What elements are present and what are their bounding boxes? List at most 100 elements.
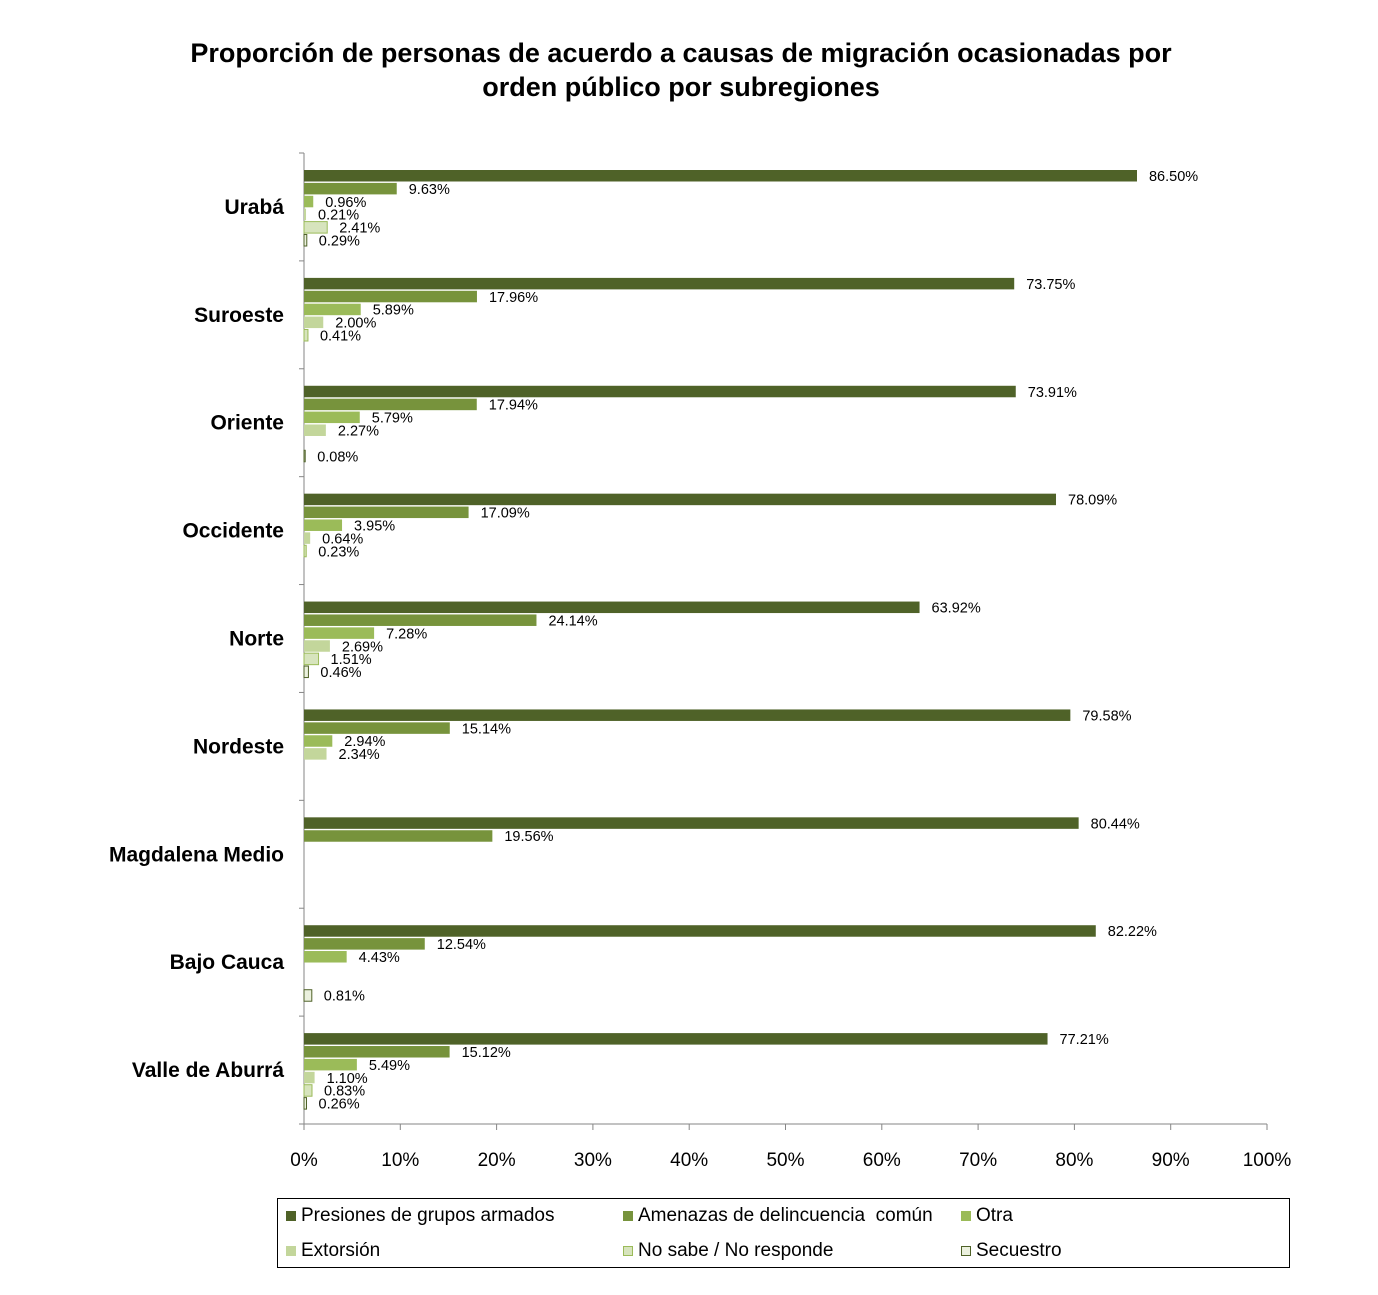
data-label: 17.96%: [489, 290, 538, 306]
data-label: 5.49%: [369, 1058, 410, 1074]
category-label: Norte: [229, 628, 284, 651]
legend-swatch: [961, 1246, 971, 1256]
data-label: 0.46%: [320, 665, 361, 681]
bar: [304, 722, 450, 734]
bar: [304, 411, 360, 424]
bar: [304, 303, 361, 316]
bar: [304, 398, 477, 411]
data-label: 78.09%: [1068, 493, 1117, 509]
chart-legend: Presiones de grupos armados Amenazas de d…: [277, 1198, 1290, 1268]
category-label: Magdalena Medio: [109, 843, 284, 866]
bar: [304, 627, 375, 639]
bar: [304, 290, 477, 303]
legend-swatch: [623, 1211, 633, 1221]
data-label: 5.79%: [372, 411, 413, 427]
category-label: Oriente: [210, 412, 284, 435]
chart-title-line-1: Proporción de personas de acuerdo a caus…: [190, 38, 1172, 68]
data-label: 0.21%: [318, 208, 359, 224]
legend-label: Presiones de grupos armados: [301, 1205, 555, 1226]
bar: [304, 519, 343, 531]
data-label: 0.64%: [322, 531, 363, 547]
category-label: Bajo Cauca: [170, 951, 285, 974]
data-label: 1.10%: [327, 1071, 368, 1087]
x-tick-label: 10%: [381, 1150, 419, 1171]
bar: [304, 1058, 357, 1071]
legend-label: Otra: [976, 1205, 1013, 1226]
bar: [304, 182, 397, 195]
data-label: 0.26%: [319, 1097, 360, 1113]
category-label: Valle de Aburrá: [132, 1059, 284, 1082]
category-label: Urabá: [224, 196, 284, 219]
bar: [304, 640, 330, 652]
bar: [303, 989, 313, 1002]
data-label: 19.56%: [504, 829, 553, 845]
data-label: 4.43%: [359, 950, 400, 966]
bar: [304, 1046, 450, 1058]
data-label: 0.29%: [319, 234, 360, 250]
data-label: 24.14%: [548, 613, 597, 629]
bar: [304, 951, 347, 963]
data-label: 1.51%: [331, 652, 372, 668]
bar: [304, 709, 1071, 721]
legend-swatch: [961, 1211, 971, 1221]
bar: [304, 817, 1079, 829]
bar-chart: Urabá Suroeste Oriente Occidente Norte Nordes…: [109, 152, 1291, 1171]
bar: [303, 234, 308, 247]
bar: [304, 506, 469, 519]
legend-label: No sabe / No responde: [638, 1240, 834, 1261]
bar: [304, 925, 1096, 937]
data-label: 15.12%: [462, 1045, 511, 1061]
data-label: 12.54%: [437, 937, 486, 953]
bar: [304, 277, 1015, 290]
x-tick-label: 50%: [766, 1150, 804, 1171]
data-label: 77.21%: [1060, 1032, 1109, 1048]
chart-title: Proporción de personas de acuerdo a caus…: [0, 36, 1362, 104]
bar: [304, 830, 493, 842]
bar: [304, 208, 307, 221]
bar: [304, 532, 311, 544]
legend-item: Extorsión: [286, 1240, 380, 1262]
category-label: Suroeste: [194, 304, 284, 327]
bar: [304, 601, 920, 614]
data-label: 86.50%: [1149, 169, 1198, 185]
bar: [304, 1071, 315, 1084]
data-label: 2.94%: [344, 734, 385, 750]
data-label: 63.92%: [932, 601, 981, 617]
bar: [303, 665, 309, 679]
bar: [303, 652, 320, 666]
legend-item: Amenazas de delincuencia común: [623, 1205, 933, 1227]
bar: [303, 328, 309, 342]
legend-swatch: [286, 1211, 296, 1221]
data-label: 80.44%: [1091, 816, 1140, 832]
data-label: 2.00%: [335, 316, 376, 332]
chart-title-line-2: orden público por subregiones: [482, 72, 880, 102]
data-label: 17.09%: [481, 506, 530, 522]
bar: [303, 1084, 313, 1097]
legend-swatch: [286, 1246, 296, 1256]
x-tick-label: 60%: [863, 1150, 901, 1171]
bar: [304, 316, 324, 329]
data-label: 82.22%: [1108, 924, 1157, 940]
data-label: 73.75%: [1026, 277, 1075, 293]
data-label: 0.81%: [324, 989, 365, 1005]
legend-label: Extorsión: [301, 1240, 381, 1261]
data-label: 2.69%: [342, 639, 383, 655]
bar: [303, 221, 328, 234]
category-label: Occidente: [182, 520, 284, 543]
data-label: 2.41%: [339, 221, 380, 237]
data-label: 0.96%: [325, 195, 366, 211]
legend-item: Presiones de grupos armados: [286, 1205, 554, 1227]
bar: [304, 424, 326, 436]
data-label: 3.95%: [354, 518, 395, 534]
data-label: 0.08%: [317, 449, 358, 465]
bar: [304, 735, 333, 747]
bar: [304, 614, 537, 626]
x-tick-label: 20%: [478, 1150, 516, 1171]
bar: [304, 748, 327, 760]
legend-item: Secuestro: [961, 1240, 1062, 1262]
data-label: 7.28%: [386, 626, 427, 642]
x-tick-label: 80%: [1055, 1150, 1093, 1171]
legend-swatch: [623, 1246, 633, 1256]
bar: [304, 170, 1137, 182]
bar: [304, 195, 314, 208]
